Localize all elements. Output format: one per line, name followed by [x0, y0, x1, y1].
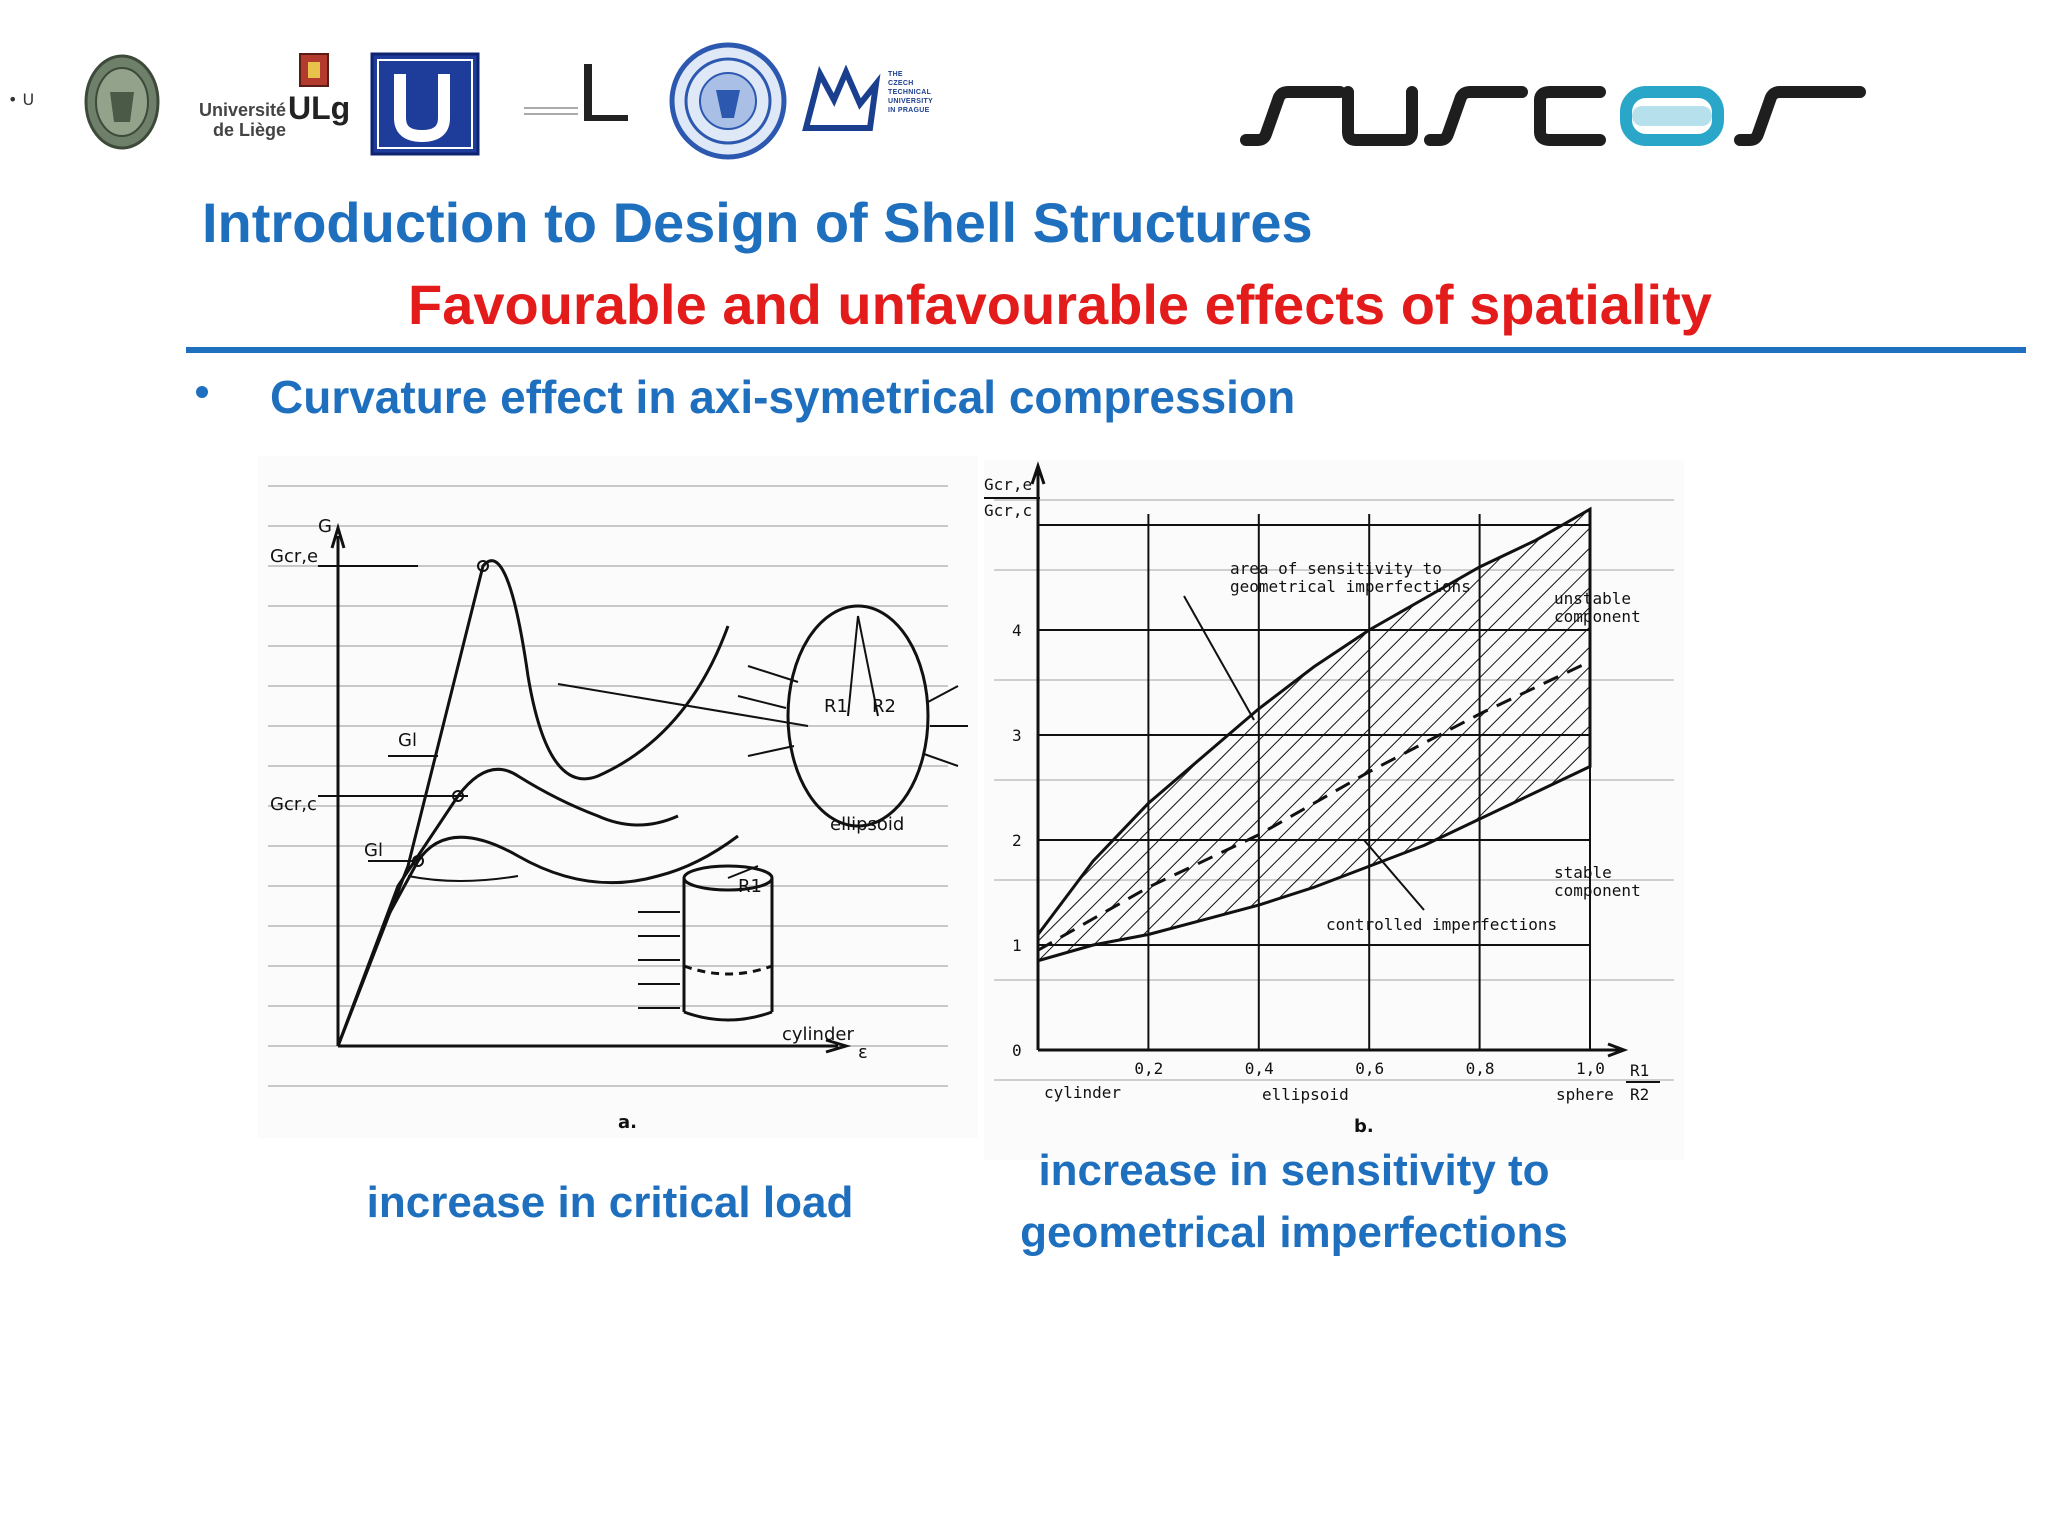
ctu-line-2: CZECH [888, 80, 914, 87]
y-axis-arrow [1030, 461, 1046, 485]
x-tick-label: 0,4 [1245, 1059, 1274, 1078]
ctu-line-1: THE [888, 71, 903, 78]
partial-logo-icon: • U [8, 90, 35, 109]
ctu-text: THE CZECH TECHNICAL UNIVERSITY IN PRAGUE [888, 70, 933, 115]
blue-seal-icon [669, 42, 787, 160]
y-tick-label: 2 [1012, 831, 1022, 850]
figure-b: Gcr,e Gcr,c 0 1 2 3 4 0,2 0,4 0,6 0,8 1,0 area o… [984, 460, 1684, 1160]
label-cylinder: cylinder [782, 1024, 854, 1045]
caption-left: increase in critical load [366, 1178, 854, 1227]
x-tick-label: 1,0 [1576, 1059, 1605, 1078]
caption-right-line2: geometrical imperfections [1020, 1208, 1568, 1257]
caption-right-line1: increase in sensitivity to [1038, 1146, 1550, 1195]
ellipsoid-sketch [737, 604, 968, 828]
sphere-label: sphere [1556, 1085, 1614, 1104]
y-axis-num: Gcr,e [984, 475, 1032, 494]
page-title: Introduction to Design of Shell Structur… [202, 191, 1313, 254]
ellipsoid-label: ellipsoid [1262, 1085, 1349, 1104]
bullet-dot [196, 386, 208, 398]
ulg-text-line2: de Liège [212, 120, 286, 140]
label-gl-bottom: Gl [364, 840, 383, 861]
ctu-line-3: TECHNICAL [888, 89, 932, 96]
curve-ellipsoid [336, 767, 679, 1047]
curve-cylinder [336, 834, 739, 1047]
figure-b-axes [1030, 461, 1629, 1058]
label-epsilon: ε [858, 1042, 868, 1063]
label-r1-cylinder: R1 [738, 876, 762, 897]
y-tick-label: 1 [1012, 936, 1022, 955]
ulg-text-line1: Université [198, 100, 286, 120]
label-ellipsoid: ellipsoid [830, 814, 904, 835]
x-tick-label: 0,8 [1466, 1059, 1495, 1078]
controlled-imperfection-line [1037, 660, 1591, 952]
l-university-logo-icon [524, 64, 628, 121]
university-seal-icon [84, 54, 160, 150]
label-gcre: Gcr,e [270, 546, 318, 567]
y-tick-label: 0 [1012, 1041, 1022, 1060]
controlled-label: controlled imperfections [1326, 915, 1557, 934]
area-label-line1: area of sensitivity to [1230, 559, 1442, 578]
stable-line1: stable [1554, 863, 1612, 882]
y-axis-den: Gcr,c [984, 501, 1032, 520]
unstable-line2: component [1554, 607, 1641, 626]
cylinder-sketch [638, 864, 774, 1022]
label-g-axis: G [318, 516, 332, 537]
u-square-logo-icon [370, 52, 480, 156]
ulg-mark: ULg [288, 90, 351, 126]
ulg-crest-icon [299, 53, 329, 87]
x-tick-label: 0,6 [1355, 1059, 1384, 1078]
ulg-logo: Université de Liège ULg [190, 53, 351, 170]
y-tick-label: 4 [1012, 621, 1022, 640]
stable-line2: component [1554, 881, 1641, 900]
label-r1-ellipsoid: R1 [824, 696, 848, 717]
ctu-line-5: IN PRAGUE [888, 107, 930, 114]
ctu-line-4: UNIVERSITY [888, 98, 934, 105]
x-axis-arrow [1607, 1042, 1629, 1058]
y-tick-label: 3 [1012, 726, 1022, 745]
x-axis-num: R1 [1630, 1061, 1649, 1080]
unstable-line1: unstable [1554, 589, 1631, 608]
figure-a: G Gcr,e Gcr,c Gl Gl R1 R2 ellipsoid R1 c… [258, 456, 978, 1138]
panel-a: a. [618, 1112, 637, 1133]
cylinder-label: cylinder [1044, 1083, 1121, 1102]
title-rule [186, 347, 2026, 353]
caption-right: increase in sensitivity to geometrical i… [984, 1140, 1604, 1264]
panel-b: b. [1354, 1116, 1374, 1137]
suscos-wordmark-logo [1240, 86, 1866, 146]
ctu-lion-icon [802, 64, 881, 131]
label-gl-top: Gl [398, 730, 417, 751]
label-gcrc: Gcr,c [270, 794, 317, 815]
x-tick-label: 0,2 [1134, 1059, 1163, 1078]
sensitivity-area [1036, 506, 1592, 963]
curve-sphere [336, 559, 730, 1047]
bullet-text: Curvature effect in axi-symetrical compr… [270, 371, 1296, 423]
area-label-line2: geometrical imperfections [1230, 577, 1471, 596]
x-axis-den: R2 [1630, 1085, 1649, 1104]
label-r2-ellipsoid: R2 [872, 696, 896, 717]
logo-strip: • U Université de Liège ULg [0, 40, 2048, 170]
page-subtitle: Favourable and unfavourable effects of s… [408, 273, 1712, 336]
